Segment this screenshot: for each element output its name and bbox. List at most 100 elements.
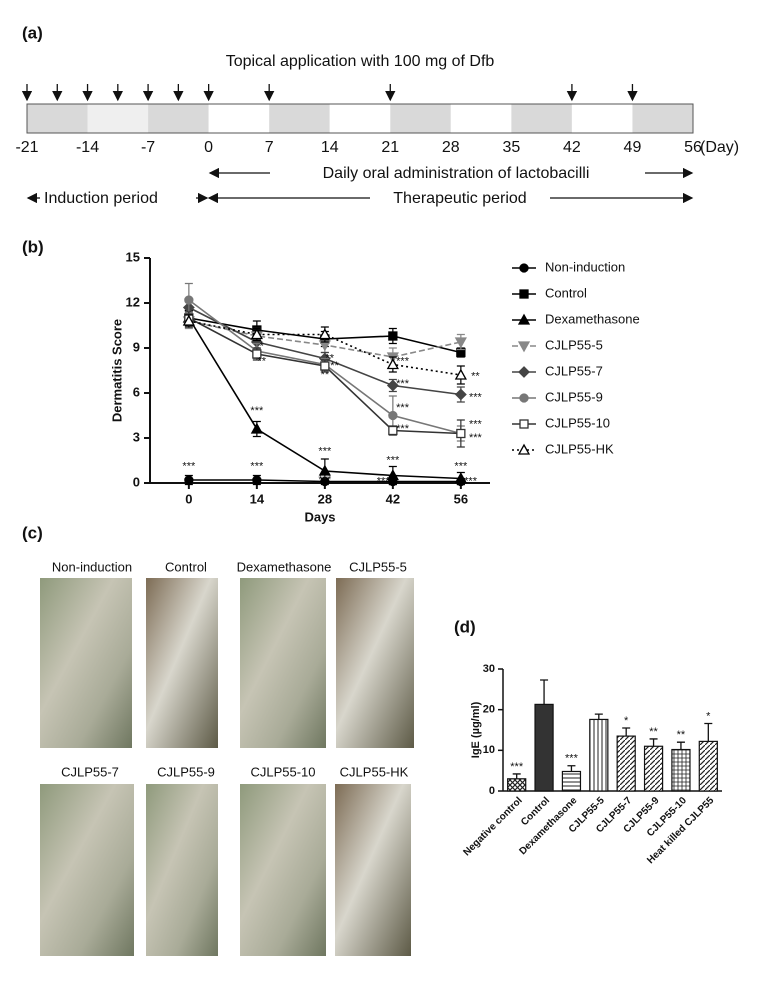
photo [336,578,414,748]
data-point [320,361,330,371]
data-point [386,379,399,392]
legend-label: Control [545,285,587,300]
significance-mark: ** [257,355,266,367]
timeline-segment [632,104,693,133]
y-tick-label: 10 [483,744,495,756]
timeline-segment [87,104,149,133]
y-tick-label: 9 [133,339,140,354]
y-tick-label: 3 [133,429,140,444]
timeline-tick-label: 14 [321,139,339,156]
significance-mark: *** [454,460,468,472]
significance-mark: *** [396,423,410,435]
error-bar [622,727,631,737]
timeline-tick-label: 56 [684,139,702,156]
legend-label: CJLP55-7 [545,363,603,378]
significance-mark: * [706,710,711,722]
legend-marker [518,366,530,378]
timeline-segment [511,104,572,133]
legend-marker [517,341,531,353]
significance-mark: *** [377,475,391,487]
significance-mark: ** [325,352,334,364]
legend-label: CJLP55-10 [545,415,610,430]
timeline-segment [450,104,512,133]
significance-mark: *** [510,761,524,773]
significance-mark: *** [318,474,332,486]
significance-mark: * [260,340,265,352]
x-tick-label: 56 [454,491,468,506]
panel-label: (b) [22,237,44,256]
photo [240,578,326,748]
timeline-tick-label: 35 [502,139,520,156]
timeline-segment [571,104,633,133]
timeline-tick-label: -21 [15,139,38,156]
timeline-tick-label: 28 [442,139,460,156]
photo-label: CJLP55-5 [349,559,407,574]
significance-mark: *** [396,355,410,367]
data-point [454,368,467,380]
significance-mark: ** [330,360,339,372]
data-point [388,410,398,421]
oral-label: Daily oral administration of lactobacill… [323,165,590,182]
legend-label: Dexamethasone [545,311,640,326]
legend-label: Non-induction [545,259,625,274]
y-tick-label: 20 [483,704,495,716]
therapeutic-label: Therapeutic period [393,190,526,207]
data-point [252,349,262,359]
error-bar [649,738,658,747]
data-point [454,337,467,349]
legend-label: CJLP55-9 [545,389,603,404]
data-point [388,425,398,436]
timeline-tick-label: -14 [76,139,99,156]
data-point [386,358,399,370]
legend-marker [519,289,529,299]
photo-label: CJLP55-HK [340,764,409,779]
error-bar [594,713,603,720]
series-line [188,320,461,376]
induction-label: Induction period [44,190,158,207]
photo-panel: Non-induction Control Dexamethasone CJLP… [40,559,414,956]
timeline-tick-label: 7 [265,139,274,156]
timeline-tick-label: 21 [381,139,399,156]
significance-mark: ** [471,370,480,382]
significance-mark: *** [396,402,410,414]
bar [616,735,636,792]
data-point [318,464,331,476]
photo [335,784,411,956]
y-tick-label: 15 [126,249,140,264]
legend-label: CJLP55-HK [545,441,614,456]
data-point [182,314,195,326]
data-point [388,331,398,341]
photo [146,578,218,748]
significance-mark: *** [386,454,400,466]
y-tick-label: 0 [489,785,495,797]
significance-mark: ** [649,726,658,738]
x-tick-label: 28 [318,491,332,506]
timeline-unit: (Day) [700,139,739,156]
y-tick-label: 6 [133,384,140,399]
timeline-title: Topical application with 100 mg of Dfb [226,53,495,70]
significance-mark: *** [396,378,410,390]
timeline-segment [148,104,209,133]
legend-marker [517,313,531,325]
y-tick-label: 30 [483,663,495,675]
legend-marker [519,393,529,403]
timeline-tick-label: 0 [204,139,213,156]
legend-marker [517,443,531,455]
bar [589,718,609,792]
panel-label: (a) [22,23,43,42]
y-tick-label: 0 [133,474,140,489]
data-point [184,475,194,485]
significance-mark: *** [469,418,483,430]
photo [40,578,132,748]
bar [643,745,664,792]
bar [671,748,691,792]
photo-label: CJLP55-7 [61,764,119,779]
data-point [386,469,399,481]
timeline-tick-label: 49 [624,139,642,156]
data-point [456,428,466,439]
timeline-segment [208,104,270,133]
y-axis-label: IgE (µg/ml) [470,701,482,758]
legend-marker [519,419,529,429]
significance-mark: *** [182,460,196,472]
